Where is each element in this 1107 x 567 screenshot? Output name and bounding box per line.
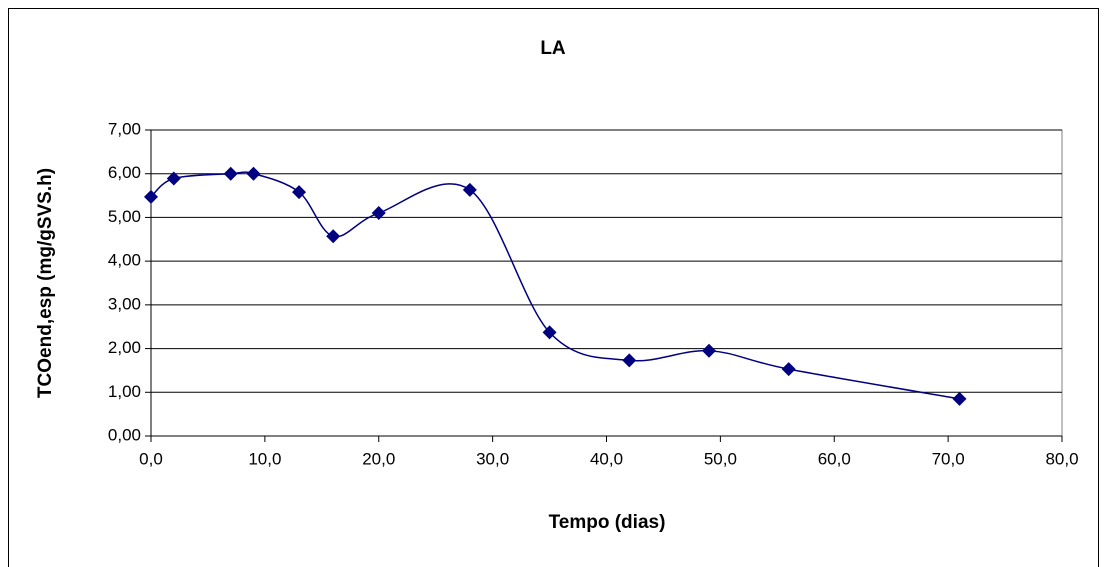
x-tick-label: 50,0 [704, 449, 737, 468]
y-axis-label: TCOend,esp (mg/gSVS.h) [35, 168, 56, 398]
y-tick-label: 0,00 [108, 425, 141, 444]
data-point [542, 325, 557, 340]
data-point [371, 206, 386, 221]
x-axis-label: Tempo (dias) [549, 512, 666, 533]
x-tick-label: 60,0 [818, 449, 851, 468]
data-point [781, 362, 796, 377]
data-point [223, 166, 238, 181]
x-tick-label: 80,0 [1045, 449, 1078, 468]
x-tick-label: 20,0 [362, 449, 395, 468]
y-tick-label: 3,00 [108, 294, 141, 313]
y-tick-label: 1,00 [108, 382, 141, 401]
series-line [150, 171, 960, 400]
data-point [952, 391, 967, 406]
y-tick-label: 4,00 [108, 251, 141, 270]
data-point [144, 189, 158, 204]
x-tick-label: 70,0 [932, 449, 965, 468]
y-tick-label: 5,00 [108, 207, 141, 226]
data-point [462, 182, 477, 197]
y-tick-label: 6,00 [108, 163, 141, 182]
data-point [246, 166, 261, 181]
data-point [701, 343, 716, 358]
plot-area [150, 129, 1063, 437]
y-tick-label: 7,00 [108, 119, 141, 138]
x-tick-label: 0,0 [139, 449, 163, 468]
data-point [326, 229, 341, 244]
x-tick-label: 30,0 [476, 449, 509, 468]
chart-title: LA [540, 38, 566, 59]
data-point [622, 353, 637, 368]
y-tick-label: 2,00 [108, 338, 141, 357]
x-tick-label: 10,0 [248, 449, 281, 468]
x-tick-label: 40,0 [590, 449, 623, 468]
data-point [166, 171, 181, 186]
data-point [292, 185, 307, 200]
